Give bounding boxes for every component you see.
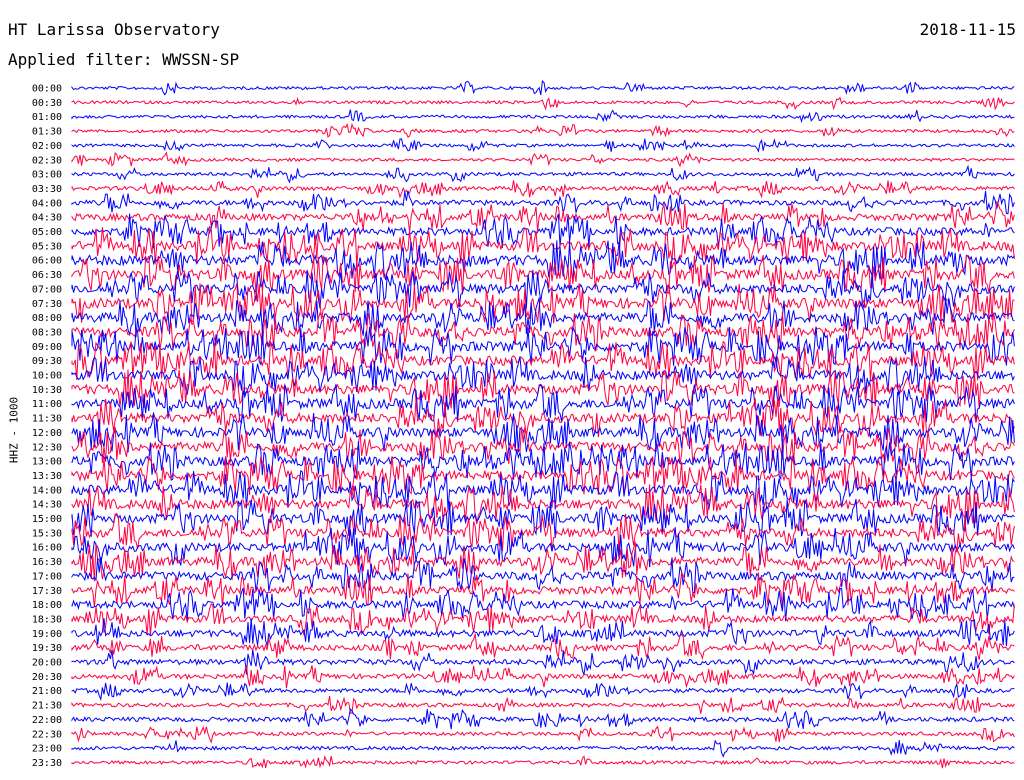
trace-line: [71, 633, 1015, 661]
time-tick-label: 23:30: [32, 758, 62, 769]
time-tick-label: 05:00: [32, 227, 62, 238]
time-tick-label: 20:00: [32, 658, 62, 669]
time-tick-label: 12:00: [32, 428, 62, 439]
trace-line: [71, 398, 1015, 438]
time-tick-label: 10:30: [32, 385, 62, 396]
trace-line: [71, 109, 1015, 124]
trace-line: [71, 665, 1015, 689]
time-tick-label: 11:00: [32, 399, 62, 410]
trace-line: [71, 137, 1015, 153]
trace-line: [71, 603, 1015, 636]
time-tick-label: 15:30: [32, 528, 62, 539]
trace-line: [71, 225, 1015, 267]
trace-line: [71, 682, 1015, 702]
observatory-title: HT Larissa Observatory: [8, 20, 220, 39]
trace-line: [71, 755, 1015, 769]
time-tick-label: 18:00: [32, 600, 62, 611]
time-tick-label: 06:00: [32, 256, 62, 267]
trace-line: [71, 122, 1015, 138]
time-tick-label: 02:30: [32, 155, 62, 166]
time-tick-label: 10:00: [32, 371, 62, 382]
time-tick-label: 16:00: [32, 543, 62, 554]
trace-line: [71, 356, 1015, 396]
trace-line: [71, 441, 1015, 481]
trace-line: [71, 541, 1015, 582]
time-tick-label: 17:00: [32, 571, 62, 582]
time-tick-label: 09:30: [32, 356, 62, 367]
time-tick-label: 03:00: [32, 170, 62, 181]
time-tick-label: 02:00: [32, 141, 62, 152]
time-tick-label: 09:00: [32, 342, 62, 353]
time-tick-label: 06:30: [32, 270, 62, 281]
trace-line: [71, 618, 1015, 647]
trace-line: [71, 570, 1015, 608]
time-tick-label: 12:30: [32, 442, 62, 453]
trace-line: [71, 739, 1015, 758]
time-tick-label: 17:30: [32, 586, 62, 597]
time-tick-label: 01:30: [32, 127, 62, 138]
time-tick-label: 14:00: [32, 485, 62, 496]
trace-line: [71, 297, 1015, 338]
trace-line: [71, 164, 1015, 184]
trace-line: [71, 180, 1015, 199]
time-tick-label: 21:00: [32, 686, 62, 697]
time-tick-label: 16:30: [32, 557, 62, 568]
time-tick-label: 04:30: [32, 213, 62, 224]
time-tick-label: 00:30: [32, 98, 62, 109]
time-tick-label: 19:00: [32, 629, 62, 640]
time-tick-label: 21:30: [32, 701, 62, 712]
trace-line: [71, 426, 1015, 465]
date-label: 2018-11-15: [919, 20, 1016, 39]
trace-line: [71, 469, 1015, 510]
trace-line: [71, 340, 1015, 381]
time-tick-label: 08:30: [32, 327, 62, 338]
time-tick-label: 23:00: [32, 744, 62, 755]
trace-line: [71, 557, 1015, 594]
trace-line: [71, 725, 1015, 744]
trace-line: [71, 498, 1015, 540]
trace-line: [71, 283, 1015, 324]
trace-line: [71, 696, 1015, 714]
trace-line: [71, 311, 1015, 352]
trace-line: [71, 587, 1015, 622]
filter-label: Applied filter: WWSSN-SP: [8, 50, 240, 69]
trace-line: [71, 96, 1015, 111]
time-tick-label: 13:30: [32, 471, 62, 482]
trace-line: [71, 383, 1015, 424]
time-tick-label: 18:30: [32, 614, 62, 625]
trace-line: [71, 79, 1015, 96]
trace-line: [71, 484, 1015, 525]
trace-line: [71, 412, 1015, 453]
trace-line: [71, 151, 1015, 168]
time-tick-label: 13:00: [32, 457, 62, 468]
time-tick-label: 14:30: [32, 500, 62, 511]
time-tick-label: 15:00: [32, 514, 62, 525]
time-tick-label: 00:00: [32, 84, 62, 95]
time-tick-label: 22:00: [32, 715, 62, 726]
trace-line: [71, 454, 1015, 495]
trace-line: [71, 325, 1015, 367]
trace-line: [71, 527, 1015, 568]
time-tick-label: 11:30: [32, 414, 62, 425]
time-tick-label: 07:00: [32, 284, 62, 295]
time-tick-label: 01:00: [32, 112, 62, 123]
time-tick-label: 19:30: [32, 643, 62, 654]
time-tick-label: 08:00: [32, 313, 62, 324]
trace-line: [71, 512, 1015, 553]
trace-line: [71, 190, 1015, 215]
trace-line: [71, 269, 1015, 309]
time-tick-label: 22:30: [32, 729, 62, 740]
time-tick-label: 07:30: [32, 299, 62, 310]
time-tick-label: 20:30: [32, 672, 62, 683]
trace-line: [71, 708, 1015, 730]
trace-line: [71, 213, 1015, 249]
trace-line: [71, 240, 1015, 281]
time-tick-label: 03:30: [32, 184, 62, 195]
time-tick-label: 05:30: [32, 241, 62, 252]
time-tick-label: 04:00: [32, 198, 62, 209]
trace-line: [71, 649, 1015, 676]
trace-line: [71, 200, 1015, 232]
